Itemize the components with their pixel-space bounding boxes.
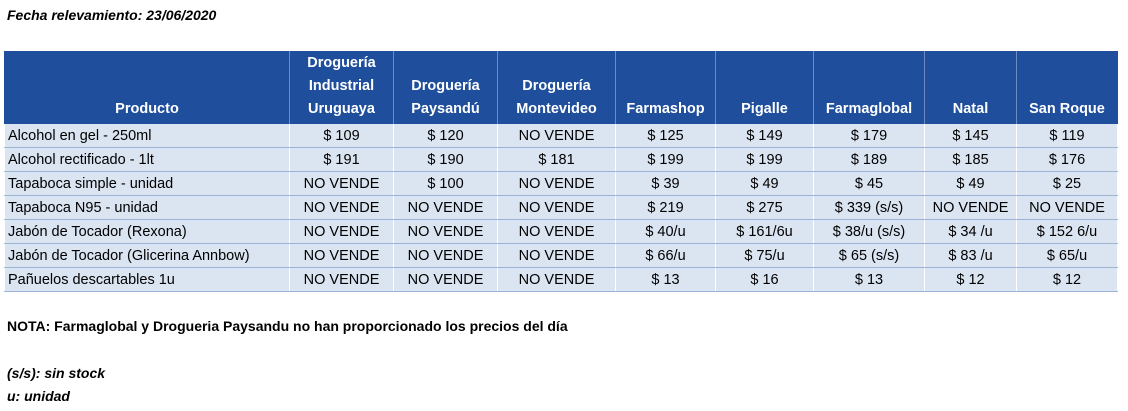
column-header-producto: Producto <box>4 51 290 124</box>
price-cell: $ 39 <box>615 171 716 196</box>
legend-sin-stock: (s/s): sin stock <box>7 365 106 381</box>
product-cell: Tapaboca simple - unidad <box>4 171 290 196</box>
column-header-farmashop: Farmashop <box>615 51 716 124</box>
price-cell: $ 65/u <box>1016 243 1118 268</box>
price-cell: NO VENDE <box>497 123 616 148</box>
price-cell: NO VENDE <box>289 195 394 220</box>
price-cell: NO VENDE <box>393 267 498 292</box>
product-cell: Jabón de Tocador (Glicerina Annbow) <box>4 243 290 268</box>
price-cell: $ 191 <box>289 147 394 172</box>
product-cell: Pañuelos descartables 1u <box>4 267 290 292</box>
product-cell: Tapaboca N95 - unidad <box>4 195 290 220</box>
table-row: Pañuelos descartables 1u NO VENDE NO VEN… <box>4 267 1118 292</box>
price-cell: $ 38/u (s/s) <box>813 219 925 244</box>
product-cell: Alcohol rectificado - 1lt <box>4 147 290 172</box>
price-cell: NO VENDE <box>393 243 498 268</box>
price-cell: NO VENDE <box>289 171 394 196</box>
price-cell: $ 161/6u <box>715 219 814 244</box>
price-cell: $ 145 <box>924 123 1017 148</box>
price-cell: NO VENDE <box>289 267 394 292</box>
price-cell: $ 65 (s/s) <box>813 243 925 268</box>
column-header-drogueria-paysandu: Droguería Paysandú <box>393 51 498 124</box>
price-cell: NO VENDE <box>393 219 498 244</box>
price-cell: NO VENDE <box>497 195 616 220</box>
price-cell: NO VENDE <box>497 243 616 268</box>
price-cell: $ 75/u <box>715 243 814 268</box>
price-cell: $ 219 <box>615 195 716 220</box>
table-row: Jabón de Tocador (Glicerina Annbow) NO V… <box>4 243 1118 268</box>
price-cell: NO VENDE <box>289 219 394 244</box>
price-cell: NO VENDE <box>924 195 1017 220</box>
price-cell: $ 176 <box>1016 147 1118 172</box>
product-cell: Jabón de Tocador (Rexona) <box>4 219 290 244</box>
price-cell: $ 13 <box>615 267 716 292</box>
price-cell: NO VENDE <box>1016 195 1118 220</box>
column-header-san-roque: San Roque <box>1016 51 1118 124</box>
price-cell: $ 66/u <box>615 243 716 268</box>
price-cell: $ 12 <box>1016 267 1118 292</box>
price-table: Producto Droguería Industrial Uruguaya D… <box>4 51 1118 292</box>
column-header-drogueria-industrial-uruguaya: Droguería Industrial Uruguaya <box>289 51 394 124</box>
price-cell: $ 12 <box>924 267 1017 292</box>
price-cell: $ 179 <box>813 123 925 148</box>
price-cell: $ 25 <box>1016 171 1118 196</box>
price-cell: $ 190 <box>393 147 498 172</box>
price-cell: $ 34 /u <box>924 219 1017 244</box>
price-cell: $ 339 (s/s) <box>813 195 925 220</box>
price-cell: NO VENDE <box>497 171 616 196</box>
price-cell: $ 49 <box>924 171 1017 196</box>
price-cell: $ 152 6/u <box>1016 219 1118 244</box>
price-cell: $ 120 <box>393 123 498 148</box>
price-cell: $ 149 <box>715 123 814 148</box>
product-cell: Alcohol en gel - 250ml <box>4 123 290 148</box>
column-header-natal: Natal <box>924 51 1017 124</box>
table-row: Jabón de Tocador (Rexona) NO VENDE NO VE… <box>4 219 1118 244</box>
price-cell: $ 49 <box>715 171 814 196</box>
note-text: NOTA: Farmaglobal y Drogueria Paysandu n… <box>7 318 568 334</box>
header-row: Producto Droguería Industrial Uruguaya D… <box>4 51 1118 124</box>
price-cell: $ 199 <box>615 147 716 172</box>
survey-date: Fecha relevamiento: 23/06/2020 <box>7 7 217 23</box>
price-cell: NO VENDE <box>497 267 616 292</box>
price-cell: NO VENDE <box>497 219 616 244</box>
table-row: Tapaboca N95 - unidad NO VENDE NO VENDE … <box>4 195 1118 220</box>
column-header-farmaglobal: Farmaglobal <box>813 51 925 124</box>
price-cell: $ 199 <box>715 147 814 172</box>
price-cell: $ 275 <box>715 195 814 220</box>
column-header-pigalle: Pigalle <box>715 51 814 124</box>
column-header-drogueria-montevideo: Droguería Montevideo <box>497 51 616 124</box>
table-row: Alcohol rectificado - 1lt $ 191 $ 190 $ … <box>4 147 1118 172</box>
price-cell: $ 185 <box>924 147 1017 172</box>
price-cell: NO VENDE <box>393 195 498 220</box>
table-row: Alcohol en gel - 250ml $ 109 $ 120 NO VE… <box>4 123 1118 148</box>
price-cell: $ 13 <box>813 267 925 292</box>
price-cell: $ 189 <box>813 147 925 172</box>
table-row: Tapaboca simple - unidad NO VENDE $ 100 … <box>4 171 1118 196</box>
price-cell: $ 119 <box>1016 123 1118 148</box>
price-cell: NO VENDE <box>289 243 394 268</box>
price-cell: $ 100 <box>393 171 498 196</box>
price-cell: $ 45 <box>813 171 925 196</box>
price-cell: $ 40/u <box>615 219 716 244</box>
price-cell: $ 16 <box>715 267 814 292</box>
price-cell: $ 109 <box>289 123 394 148</box>
legend-unidad: u: unidad <box>7 388 70 404</box>
price-cell: $ 181 <box>497 147 616 172</box>
price-cell: $ 125 <box>615 123 716 148</box>
price-cell: $ 83 /u <box>924 243 1017 268</box>
